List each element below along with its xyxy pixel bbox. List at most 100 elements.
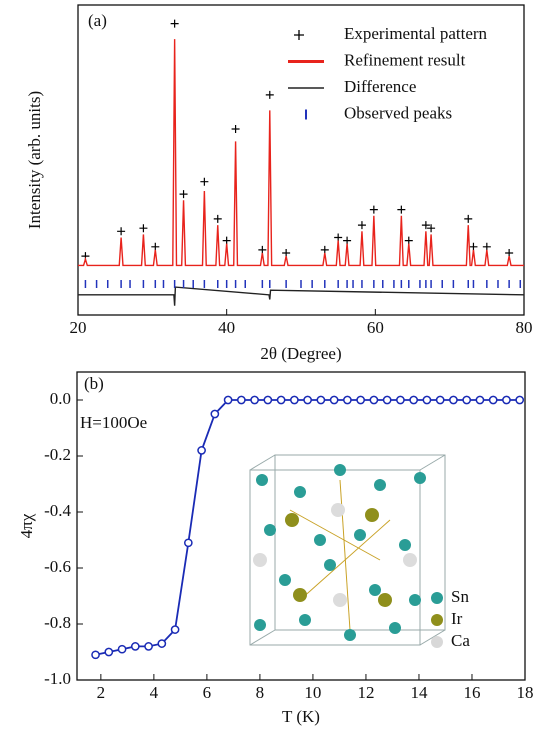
legend-label: Difference [344, 77, 416, 96]
data-point [91, 650, 100, 660]
data-point [464, 214, 473, 223]
data-point [382, 395, 392, 405]
series-line [78, 286, 525, 306]
panel-label: (a) [88, 11, 107, 30]
data-point [222, 236, 231, 245]
data-point [421, 221, 430, 230]
x-tick-label: 10 [304, 683, 321, 702]
data-point [250, 395, 259, 405]
data-point [265, 90, 274, 99]
x-tick-label: 18 [517, 683, 534, 702]
data-point [316, 395, 326, 405]
data-point [505, 249, 514, 257]
data-point [343, 236, 352, 245]
data-point [157, 639, 167, 648]
data-point [422, 395, 432, 405]
series-line [78, 39, 524, 267]
data-point [515, 395, 525, 405]
data-point [404, 236, 413, 245]
data-point [130, 642, 140, 651]
y-tick-label: -0.6 [44, 557, 71, 576]
data-point [449, 395, 458, 405]
data-point [237, 395, 246, 405]
x-tick-label: 4 [150, 683, 159, 702]
data-point [482, 242, 491, 251]
data-point [276, 395, 286, 405]
data-point [170, 625, 180, 634]
y-tick-label: -0.2 [44, 445, 71, 464]
legend-symbol [294, 30, 304, 40]
data-point [320, 245, 329, 254]
y-tick-label: -1.0 [44, 669, 71, 688]
data-point [200, 177, 209, 186]
data-point [258, 245, 267, 254]
data-point [170, 19, 179, 28]
data-point [183, 538, 193, 548]
annotation: H=100Oe [80, 413, 147, 432]
data-point [231, 125, 240, 133]
data-point [397, 205, 406, 214]
legend-label: Experimental pattern [344, 24, 488, 43]
data-point [139, 224, 148, 233]
inset-legend-label: Ca [451, 631, 470, 650]
data-point [282, 249, 291, 257]
y-axis-label: Intensity (arb. units) [25, 91, 44, 229]
data-point [475, 395, 485, 405]
data-point [104, 647, 114, 657]
y-tick-label: -0.4 [44, 501, 71, 520]
x-tick-label: 80 [516, 318, 533, 337]
plot-frame [77, 4, 525, 316]
x-axis-label: T (K) [282, 707, 320, 726]
data-point [144, 642, 153, 651]
data-point [343, 395, 352, 405]
data-point [303, 395, 312, 405]
y-tick-label: 0.0 [50, 389, 71, 408]
panel-label: (b) [84, 374, 104, 393]
data-point [334, 233, 343, 242]
data-point [369, 395, 379, 405]
data-point [329, 395, 339, 405]
y-axis-label: 4πχ [17, 513, 36, 538]
legend-label: Refinement result [344, 50, 466, 69]
x-tick-label: 14 [410, 683, 428, 702]
x-tick-label: 12 [357, 683, 374, 702]
data-point [213, 214, 222, 223]
data-point [427, 224, 436, 233]
data-point [469, 242, 478, 251]
data-point [462, 395, 472, 405]
inset-legend-label: Sn [451, 587, 469, 606]
data-point [151, 242, 160, 251]
x-tick-label: 16 [463, 683, 480, 702]
x-tick-label: 6 [203, 683, 212, 702]
inset-legend-dot [431, 592, 443, 604]
data-point [210, 409, 220, 419]
plot-frame [76, 371, 526, 681]
data-point [290, 395, 299, 405]
inset-legend-dot [431, 636, 443, 648]
data-point [396, 395, 405, 405]
data-point [488, 395, 498, 405]
x-tick-label: 40 [218, 318, 235, 337]
data-point [117, 227, 126, 236]
legend-label: Observed peaks [344, 103, 452, 122]
data-point [502, 395, 511, 405]
data-point [179, 190, 188, 199]
crystal-inset [249, 454, 446, 646]
x-tick-label: 2 [97, 683, 106, 702]
data-point [263, 395, 273, 405]
data-point [223, 395, 233, 405]
data-point [117, 644, 127, 654]
data-point [369, 205, 378, 214]
x-axis-label: 2θ (Degree) [260, 344, 341, 363]
data-point [409, 395, 419, 405]
y-tick-label: -0.8 [44, 613, 71, 632]
data-point [435, 395, 445, 405]
data-point [357, 221, 366, 230]
inset-legend-dot [431, 614, 443, 626]
data-point [197, 446, 206, 455]
x-tick-label: 60 [367, 318, 384, 337]
data-point [356, 395, 365, 405]
x-tick-label: 8 [256, 683, 265, 702]
x-tick-label: 20 [70, 318, 87, 337]
